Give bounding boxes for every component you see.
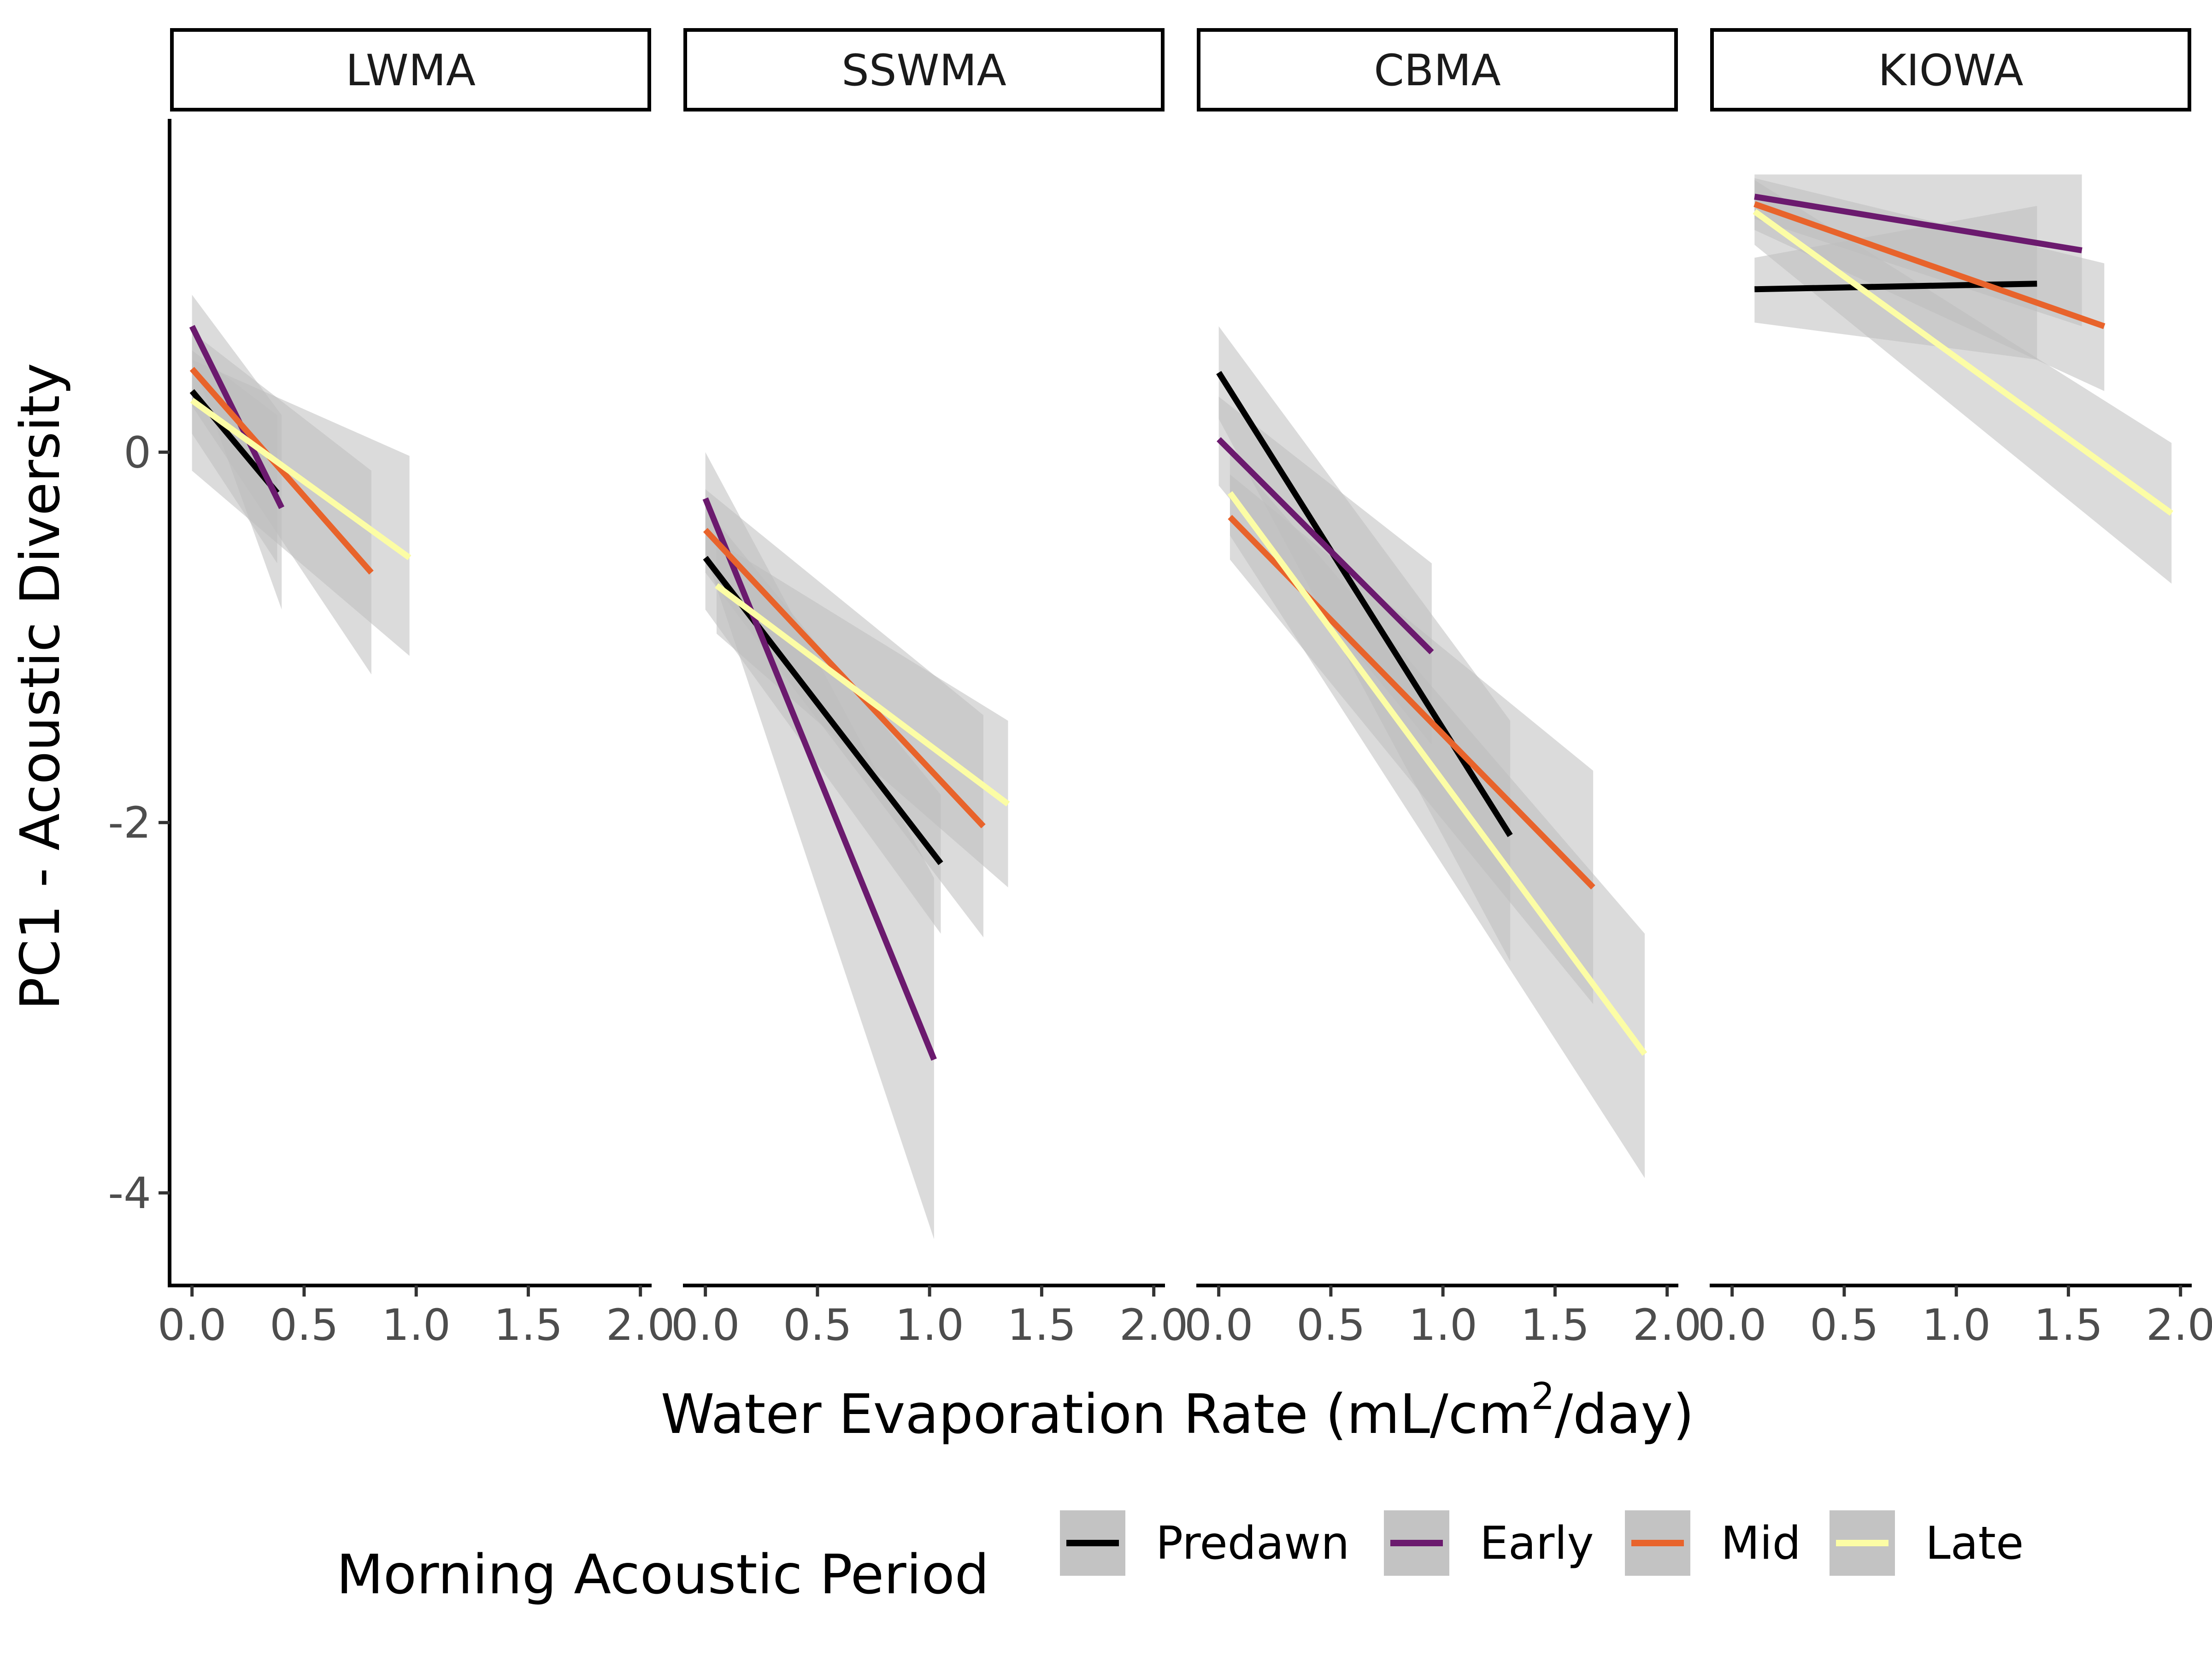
x-tick-label: 1.5 [2034, 1300, 2103, 1350]
ci-ribbon-kiowa-late [1754, 180, 2172, 584]
legend-label-late: Late [1925, 1517, 2024, 1570]
x-tick-label: 2.0 [606, 1300, 675, 1350]
legend-title: Morning Acoustic Period [336, 1543, 989, 1606]
facet-strip-cbma [1197, 28, 1678, 112]
x-tick-label: 1.5 [494, 1300, 563, 1350]
facet-label: LWMA [346, 46, 476, 96]
x-axis-title: Water Evaporation Rate (mL/cm2/day) [661, 1375, 1694, 1446]
facet-label: SSWMA [841, 46, 1006, 96]
facet-strip-lwma [170, 28, 651, 112]
y-tick-label: -2 [108, 798, 151, 848]
series-line-kiowa-mid [1753, 201, 2106, 329]
x-tick-label: 1.0 [895, 1300, 964, 1350]
x-tick-label: 0.0 [671, 1300, 740, 1350]
x-axis-title-tail: /day) [1554, 1382, 1694, 1446]
x-tick-label: 0.5 [1296, 1300, 1365, 1350]
axes: 0.0 0.5 1.0 1.5 2.00.0 0.5 1.0 1.5 2.00.0 0.5 1.0 1… [108, 119, 2212, 1350]
x-tick-label: 0.0 [1184, 1300, 1253, 1350]
x-tick-label: 0.0 [1698, 1300, 1767, 1350]
x-tick-label: 2.0 [1633, 1300, 1702, 1350]
y-tick-label: 0 [124, 428, 151, 478]
x-tick-label: 0.5 [270, 1300, 339, 1350]
axis-titles: PC1 - Acoustic Diversity Water Evaporati… [8, 363, 1694, 1446]
series-line-sswma-early [702, 497, 937, 1061]
legend-label-predawn: Predawn [1156, 1517, 1349, 1570]
facet-label: KIOWA [1878, 46, 2023, 96]
x-tick-label: 1.5 [1007, 1300, 1077, 1350]
x-tick-label: 0.0 [158, 1300, 227, 1350]
ci-ribbons [192, 174, 2172, 1239]
series-line-sswma-late [715, 583, 1010, 807]
x-tick-label: 0.5 [783, 1300, 852, 1350]
y-tick-label: -4 [108, 1168, 151, 1219]
series-line-lwma-mid [189, 367, 374, 575]
series-line-cbma-early [1217, 437, 1434, 655]
legend-label-early: Early [1480, 1517, 1594, 1570]
x-axis-title-superscript: 2 [1531, 1375, 1555, 1418]
series-line-lwma-late [190, 398, 412, 560]
series-line-cbma-late [1227, 491, 1647, 1056]
series-line-cbma-predawn [1216, 371, 1513, 837]
x-axis-title-main: Water Evaporation Rate (mL/cm [661, 1382, 1531, 1446]
regression-lines [189, 194, 2174, 1061]
facet-strips: LWMA SSWMA CBMA KIOWA [170, 28, 2191, 112]
x-tick-label: 0.5 [1810, 1300, 1879, 1350]
series-line-kiowa-early [1754, 194, 2083, 253]
legend-label-mid: Mid [1721, 1517, 1801, 1570]
legend: Morning Acoustic Period Predawn Early Mid L… [336, 1510, 2024, 1606]
x-tick-label: 1.0 [1922, 1300, 1991, 1350]
x-tick-label: 1.0 [382, 1300, 451, 1350]
x-tick-label: 1.0 [1408, 1300, 1477, 1350]
facet-strip-sswma [683, 28, 1165, 112]
series-line-kiowa-late [1753, 209, 2174, 516]
y-axis-title: PC1 - Acoustic Diversity [8, 363, 72, 1010]
x-tick-label: 2.0 [2146, 1300, 2212, 1350]
ci-ribbon-sswma-late [716, 541, 1008, 887]
x-tick-label: 2.0 [1119, 1300, 1188, 1350]
facet-strip-kiowa [1710, 28, 2191, 112]
x-tick-label: 1.5 [1521, 1300, 1590, 1350]
facet-label: CBMA [1374, 46, 1501, 96]
